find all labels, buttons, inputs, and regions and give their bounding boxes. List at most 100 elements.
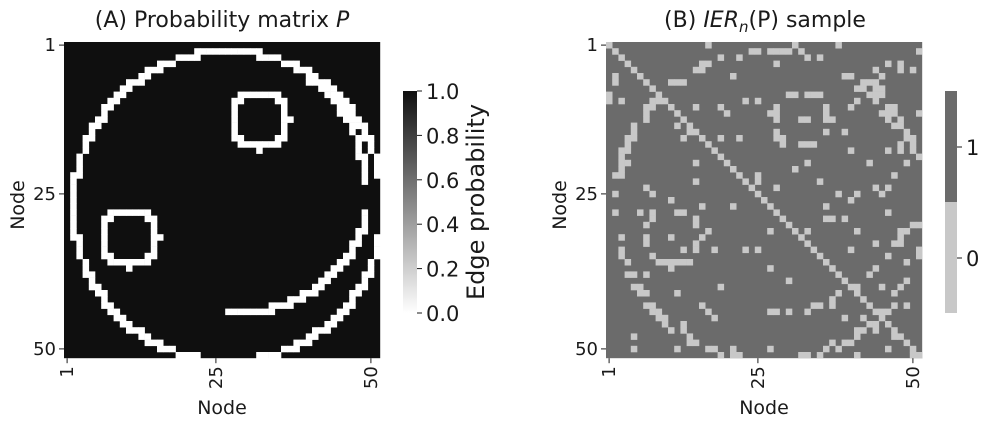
heatmap-cell — [661, 97, 669, 105]
heatmap-cell — [330, 265, 338, 272]
heatmap-cell — [336, 314, 344, 322]
heatmap-cell — [343, 116, 350, 123]
heatmap-cell — [854, 290, 861, 297]
heatmap-cell — [860, 314, 867, 322]
heatmap-cell — [82, 135, 90, 142]
heatmap-cell — [150, 228, 158, 235]
heatmap-cell — [643, 116, 650, 123]
heatmap-cell — [305, 66, 313, 74]
heatmap-cell — [810, 302, 818, 309]
heatmap-cell — [730, 352, 737, 359]
heatmap-cell — [150, 234, 158, 241]
heatmap-cell — [916, 153, 923, 161]
panel-b-xlabel: Node — [739, 397, 789, 419]
heatmap-cell — [779, 135, 787, 142]
heatmap-cell — [674, 345, 681, 353]
heatmap-cell — [76, 240, 83, 247]
heatmap-cell — [268, 308, 276, 316]
heatmap-cell — [101, 116, 108, 123]
heatmap-cell — [903, 135, 911, 142]
heatmap-cell — [113, 259, 121, 266]
heatmap-cell — [692, 178, 700, 185]
heatmap-cell — [860, 79, 867, 86]
heatmap-cell — [854, 190, 861, 198]
heatmap-cell — [355, 116, 362, 123]
heatmap-cell — [699, 66, 706, 74]
heatmap-cell — [70, 234, 77, 241]
heatmap-cell — [107, 302, 114, 309]
x-tick-label: 50 — [361, 366, 382, 389]
heatmap-cell — [891, 327, 898, 334]
heatmap-cell — [903, 259, 911, 266]
heatmap-cell — [674, 110, 681, 117]
heatmap-cell — [835, 190, 842, 198]
heatmap-cell — [649, 209, 656, 216]
heatmap-cell — [866, 321, 873, 328]
heatmap-cell — [281, 104, 288, 111]
heatmap-cell — [711, 345, 718, 353]
heatmap-cell — [150, 339, 158, 347]
heatmap-cell — [785, 308, 793, 316]
heatmap-cell — [897, 122, 904, 130]
heatmap-cell — [916, 221, 923, 229]
heatmap-cell — [847, 197, 855, 204]
heatmap-cell — [374, 166, 381, 173]
heatmap-cell — [355, 228, 362, 235]
heatmap-cell — [761, 197, 768, 204]
heatmap-cell — [256, 308, 263, 316]
heatmap-cell — [872, 85, 880, 92]
heatmap-cell — [274, 352, 282, 359]
heatmap-cell — [287, 60, 294, 68]
heatmap-cell — [878, 308, 886, 316]
heatmap-cell — [649, 85, 656, 92]
heatmap-cell — [163, 60, 170, 68]
heatmap-cell — [299, 339, 307, 347]
heatmap-cell — [680, 327, 687, 334]
heatmap-cell — [188, 352, 195, 359]
heatmap-cell — [157, 66, 164, 74]
heatmap-cell — [262, 308, 269, 316]
heatmap-cell — [841, 277, 849, 285]
heatmap-cell — [624, 141, 632, 148]
heatmap-cell — [299, 290, 307, 297]
heatmap-cell — [643, 234, 650, 241]
heatmap-cell — [829, 215, 836, 223]
heatmap-cell — [361, 271, 369, 278]
heatmap-cell — [903, 159, 911, 167]
heatmap-cell — [126, 327, 133, 334]
heatmap-cell — [144, 259, 152, 266]
heatmap-cell — [268, 352, 276, 359]
heatmap-cell — [225, 308, 232, 316]
heatmap-cell — [909, 147, 917, 154]
heatmap-cell — [767, 110, 774, 117]
heatmap-cell — [374, 234, 381, 241]
heatmap-cell — [860, 296, 867, 303]
heatmap-cell — [792, 166, 799, 173]
heatmap-cell — [823, 128, 830, 136]
heatmap-cell — [312, 327, 319, 334]
heatmap-cell — [95, 122, 102, 130]
heatmap-cell — [231, 128, 238, 136]
heatmap-cell — [101, 252, 108, 260]
heatmap-cell — [237, 135, 245, 142]
y-tick-label: 50 — [575, 339, 598, 360]
heatmap-cell — [169, 345, 176, 353]
heatmap-cell — [655, 97, 663, 105]
heatmap-cell — [792, 42, 799, 49]
heatmap-cell — [823, 203, 830, 210]
heatmap-cell — [841, 73, 849, 80]
heatmap-cell — [779, 48, 787, 55]
panel-a-title: (A) Probability matrix P — [95, 8, 350, 33]
heatmap-cell — [798, 116, 805, 123]
heatmap-cell — [872, 265, 880, 272]
heatmap-cell — [767, 265, 774, 272]
heatmap-cell — [649, 190, 656, 198]
heatmap-cell — [70, 178, 77, 185]
panel-b-cb-label-1: 1 — [966, 136, 979, 160]
heatmap-cell — [274, 302, 282, 309]
heatmap-cell — [891, 333, 898, 340]
heatmap-cell — [374, 246, 381, 254]
heatmap-cell — [318, 277, 325, 285]
heatmap-cell — [903, 302, 911, 309]
heatmap-cell — [231, 116, 238, 123]
